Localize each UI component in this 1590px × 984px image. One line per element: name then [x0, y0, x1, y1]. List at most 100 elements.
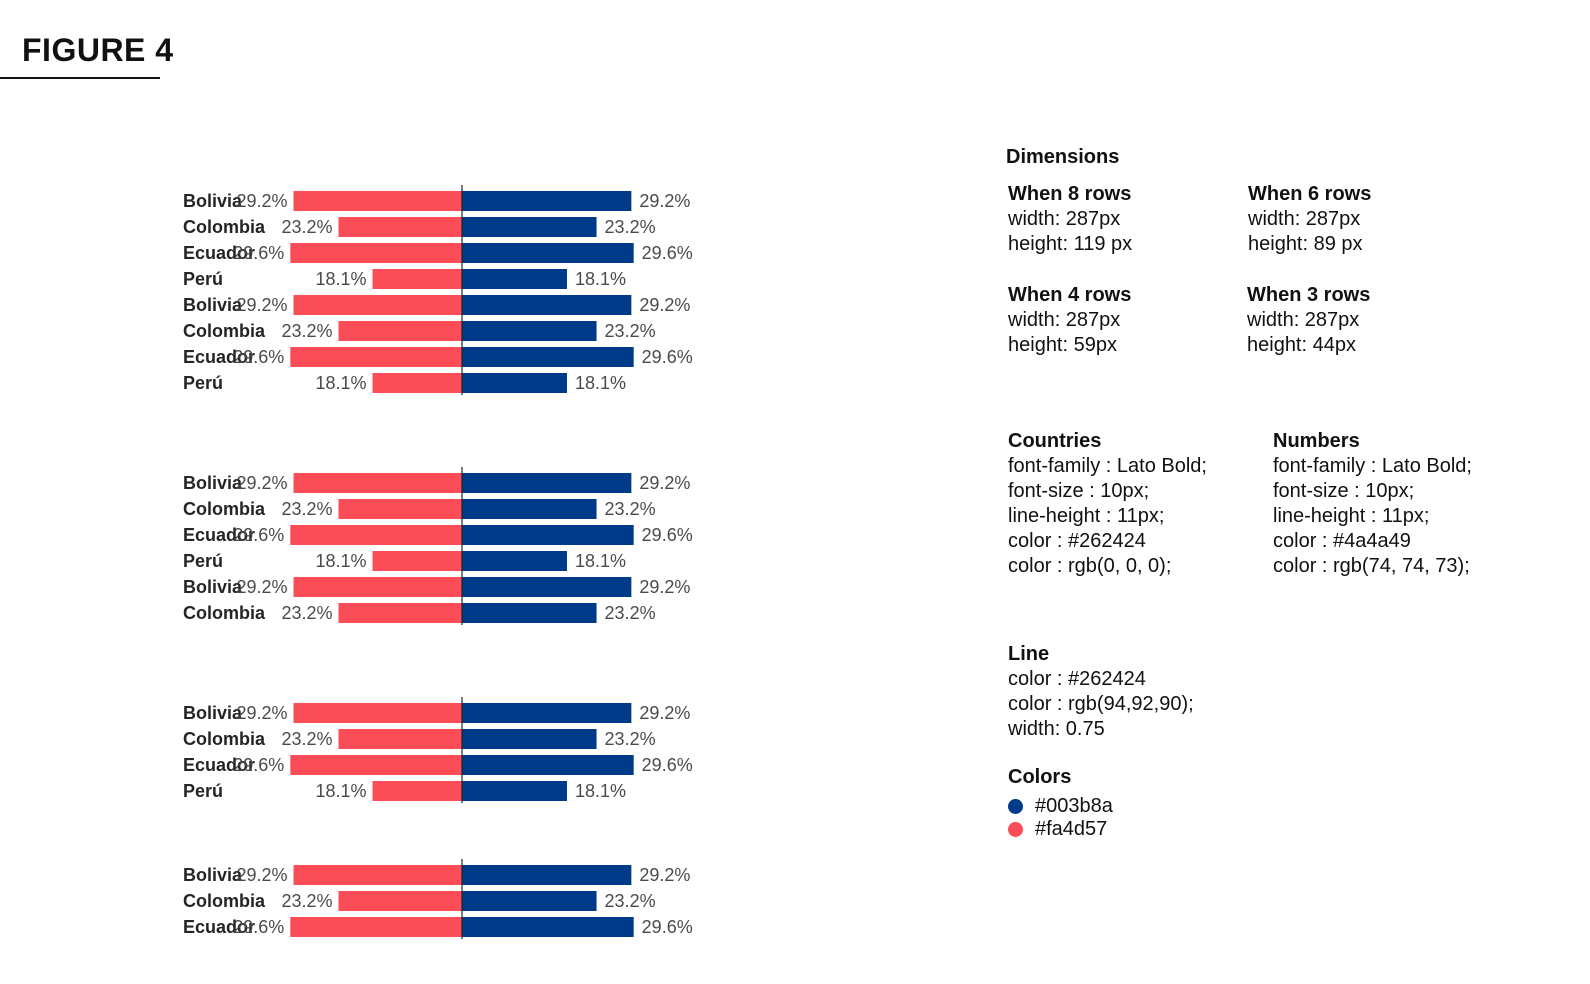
country-label: Bolivia	[183, 191, 243, 211]
bar-right	[462, 191, 632, 211]
country-label: Colombia	[183, 891, 266, 911]
country-label: Perú	[183, 269, 223, 289]
value-label-left: 29.2%	[236, 295, 287, 315]
dimension-width: width: 287px	[1247, 309, 1360, 331]
dimension-heading: When 8 rows	[1008, 183, 1132, 205]
value-label-right: 29.2%	[639, 703, 690, 723]
bar-right	[462, 217, 597, 237]
line-spec-line: color : rgb(94,92,90);	[1008, 693, 1194, 715]
country-label: Colombia	[183, 321, 266, 341]
country-label: Bolivia	[183, 703, 243, 723]
bar-right	[462, 577, 632, 597]
value-label-right: 29.2%	[639, 865, 690, 885]
bar-left	[338, 729, 462, 749]
bar-right	[462, 473, 632, 493]
value-label-left: 23.2%	[281, 729, 332, 749]
bar-right	[462, 703, 632, 723]
value-label-left: 23.2%	[281, 321, 332, 341]
dimension-heading: When 4 rows	[1008, 284, 1132, 306]
value-label-left: 29.6%	[233, 917, 284, 937]
figure-title: FIGURE 4	[22, 32, 174, 68]
value-label-left: 29.6%	[233, 525, 284, 545]
bar-left	[372, 781, 462, 801]
bar-left	[293, 577, 462, 597]
value-label-left: 29.2%	[236, 865, 287, 885]
value-label-right: 18.1%	[575, 781, 626, 801]
value-label-left: 29.6%	[233, 347, 284, 367]
country-label: Bolivia	[183, 577, 243, 597]
bar-left	[293, 703, 462, 723]
value-label-right: 23.2%	[605, 891, 656, 911]
value-label-left: 29.2%	[236, 473, 287, 493]
bar-right	[462, 243, 634, 263]
dimension-heading: When 6 rows	[1248, 183, 1372, 205]
color-dot-blue	[1008, 799, 1023, 814]
bar-right	[462, 729, 597, 749]
numbers-spec-line: color : rgb(74, 74, 73);	[1273, 555, 1470, 577]
value-label-left: 18.1%	[315, 269, 366, 289]
countries-spec-line: color : #262424	[1008, 530, 1146, 552]
bar-right	[462, 781, 567, 801]
bar-right	[462, 321, 597, 341]
country-label: Colombia	[183, 729, 266, 749]
country-label: Ecuador	[183, 917, 255, 937]
bar-right	[462, 755, 634, 775]
value-label-left: 18.1%	[315, 781, 366, 801]
numbers-spec-heading: Numbers	[1273, 430, 1360, 452]
dimension-width: width: 287px	[1248, 208, 1361, 230]
country-label: Colombia	[183, 603, 266, 623]
bar-left	[290, 243, 462, 263]
color-dot-red	[1008, 822, 1023, 837]
value-label-left: 23.2%	[281, 499, 332, 519]
bar-left	[338, 217, 462, 237]
bar-right	[462, 551, 567, 571]
numbers-spec-line: font-size : 10px;	[1273, 480, 1415, 502]
countries-spec-line: font-family : Lato Bold;	[1008, 455, 1207, 477]
value-label-left: 29.6%	[233, 243, 284, 263]
value-label-right: 18.1%	[575, 269, 626, 289]
bar-left	[290, 347, 462, 367]
bar-left	[293, 191, 462, 211]
bar-right	[462, 347, 634, 367]
value-label-right: 29.6%	[642, 525, 693, 545]
bar-right	[462, 603, 597, 623]
dimension-block-8-rows: When 8 rows width: 287px height: 119 px	[1008, 181, 1132, 257]
country-label: Bolivia	[183, 865, 243, 885]
bar-left	[338, 499, 462, 519]
country-label: Perú	[183, 373, 223, 393]
dimensions-title: Dimensions	[1006, 146, 1120, 168]
dimension-block-3-rows: When 3 rows width: 287px height: 44px	[1247, 282, 1370, 358]
value-label-right: 29.2%	[639, 191, 690, 211]
countries-spec-line: color : rgb(0, 0, 0);	[1008, 555, 1172, 577]
bar-left	[372, 373, 462, 393]
countries-spec-line: line-height : 11px;	[1008, 505, 1165, 527]
bar-right	[462, 269, 567, 289]
value-label-right: 23.2%	[605, 729, 656, 749]
dimension-block-4-rows: When 4 rows width: 287px height: 59px	[1008, 282, 1131, 358]
country-label: Ecuador	[183, 347, 255, 367]
color-swatch-row: #fa4d57	[1008, 818, 1113, 841]
bar-left	[372, 269, 462, 289]
figure-title-underline	[0, 77, 160, 79]
countries-spec: Countries font-family : Lato Bold; font-…	[1008, 428, 1207, 579]
colors-spec-heading: Colors	[1008, 766, 1072, 788]
bar-right	[462, 865, 632, 885]
line-spec-line: color : #262424	[1008, 668, 1146, 690]
bar-left	[293, 865, 462, 885]
bar-left	[290, 525, 462, 545]
value-label-left: 18.1%	[315, 551, 366, 571]
dimension-height: height: 59px	[1008, 334, 1117, 356]
line-spec-heading: Line	[1008, 643, 1050, 665]
bar-left	[338, 891, 462, 911]
value-label-right: 29.2%	[639, 295, 690, 315]
bar-right	[462, 499, 597, 519]
value-label-right: 23.2%	[605, 499, 656, 519]
dimension-height: height: 119 px	[1008, 233, 1133, 255]
bar-left	[338, 321, 462, 341]
bar-left	[338, 603, 462, 623]
value-label-right: 29.6%	[642, 917, 693, 937]
bar-left	[290, 755, 462, 775]
country-label: Ecuador	[183, 243, 255, 263]
